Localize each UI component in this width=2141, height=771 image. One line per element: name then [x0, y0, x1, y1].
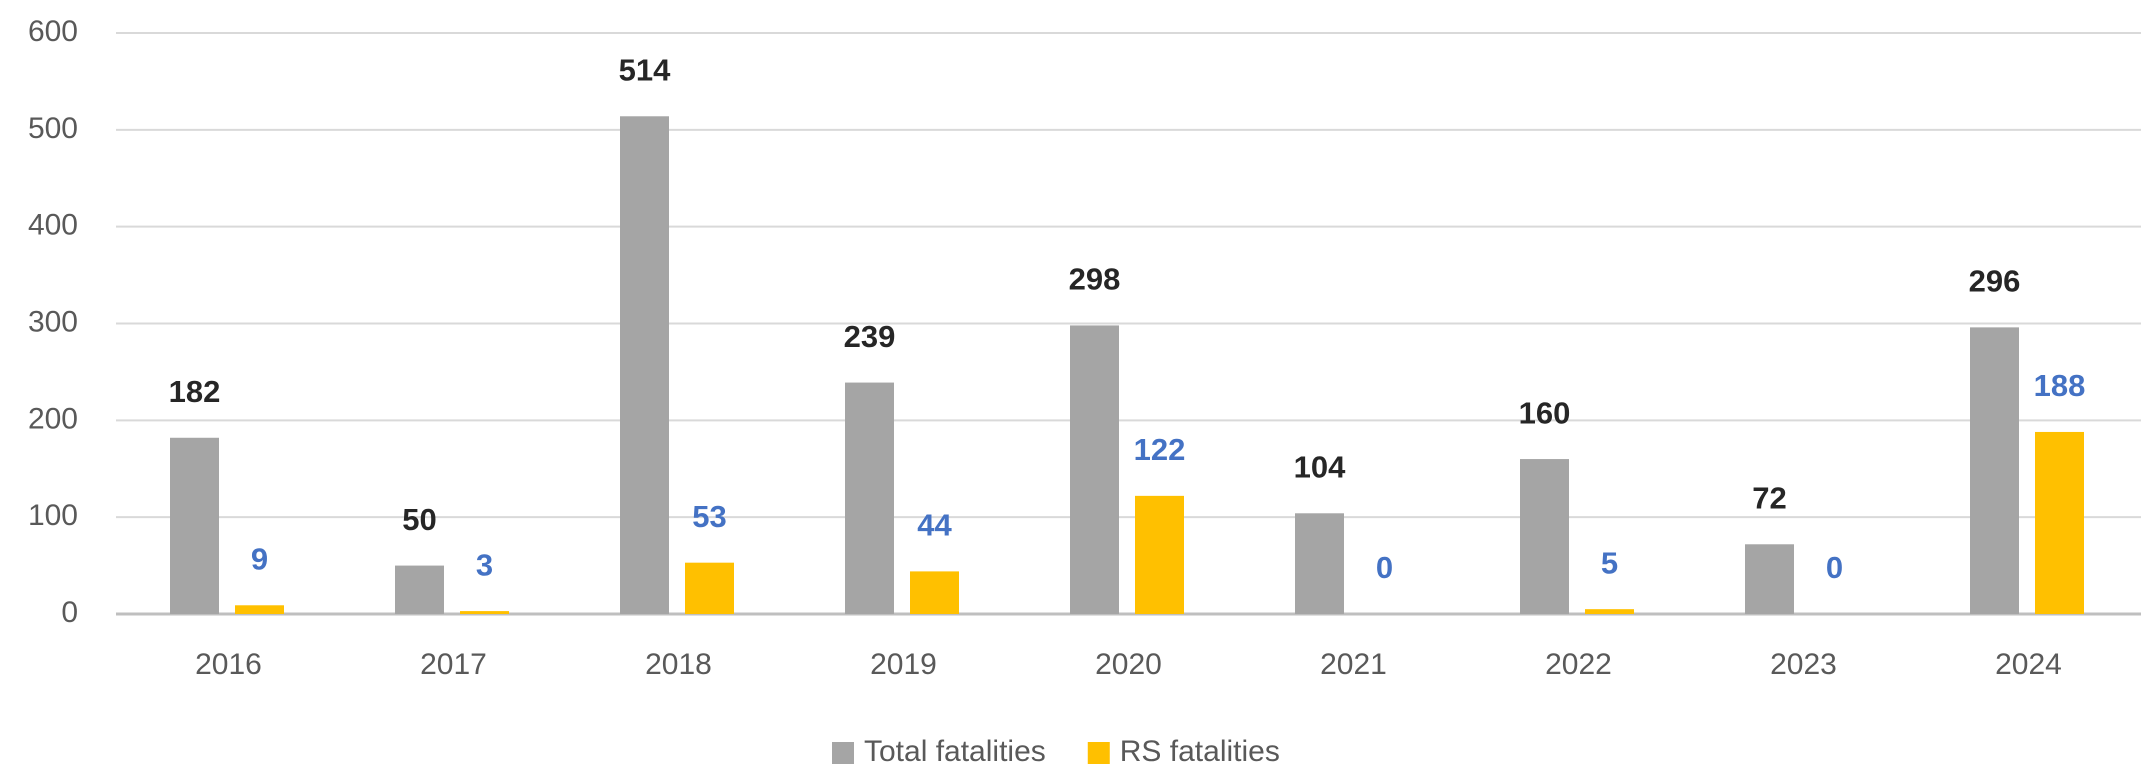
bar [2035, 431, 2084, 614]
x-tick-label: 2018 [645, 648, 712, 681]
data-label: 44 [917, 508, 952, 543]
data-label: 0 [1826, 550, 1843, 585]
x-tick-label: 2020 [1095, 648, 1162, 681]
y-tick-label: 100 [28, 499, 78, 532]
data-label: 9 [251, 541, 268, 576]
bar [170, 437, 219, 614]
bar [1070, 325, 1119, 614]
data-label: 188 [2034, 368, 2086, 403]
x-tick-label: 2019 [870, 648, 937, 681]
bar [620, 116, 669, 614]
data-label: 104 [1294, 449, 1346, 484]
x-tick-label: 2022 [1545, 648, 1612, 681]
bar [1970, 327, 2019, 614]
legend-label: RS fatalities [1120, 735, 1280, 768]
data-label: 50 [402, 502, 436, 537]
legend-swatch [1087, 742, 1110, 764]
x-tick-label: 2023 [1770, 648, 1837, 681]
legend-swatch [832, 742, 854, 764]
bar [1520, 459, 1569, 614]
bar [1745, 544, 1794, 614]
data-label: 239 [844, 319, 896, 354]
bar [1585, 609, 1634, 614]
bar [395, 565, 444, 614]
y-tick-label: 600 [28, 15, 78, 48]
y-tick-label: 300 [28, 305, 78, 338]
bar [460, 611, 509, 614]
data-label: 182 [169, 374, 221, 409]
data-label: 53 [692, 499, 726, 534]
y-tick-label: 400 [28, 209, 78, 242]
data-label: 298 [1069, 262, 1121, 297]
data-label: 5 [1601, 545, 1618, 580]
bar [1135, 495, 1184, 614]
x-tick-label: 2017 [420, 648, 487, 681]
y-tick-label: 0 [61, 596, 78, 629]
y-tick-label: 500 [28, 112, 78, 145]
bar [1295, 513, 1344, 614]
bar [910, 571, 959, 614]
data-label: 160 [1519, 395, 1571, 430]
data-label: 72 [1752, 480, 1786, 515]
bar [685, 562, 734, 614]
data-label: 3 [476, 547, 493, 582]
x-tick-label: 2024 [1995, 648, 2062, 681]
bar [845, 382, 894, 614]
data-label: 122 [1134, 432, 1186, 467]
data-label: 514 [619, 52, 671, 87]
bar [235, 605, 284, 614]
legend-label: Total fatalities [864, 735, 1046, 768]
data-label: 296 [1969, 264, 2021, 299]
x-tick-label: 2021 [1320, 648, 1387, 681]
y-tick-label: 200 [28, 402, 78, 435]
x-tick-label: 2016 [195, 648, 262, 681]
data-label: 0 [1376, 550, 1393, 585]
